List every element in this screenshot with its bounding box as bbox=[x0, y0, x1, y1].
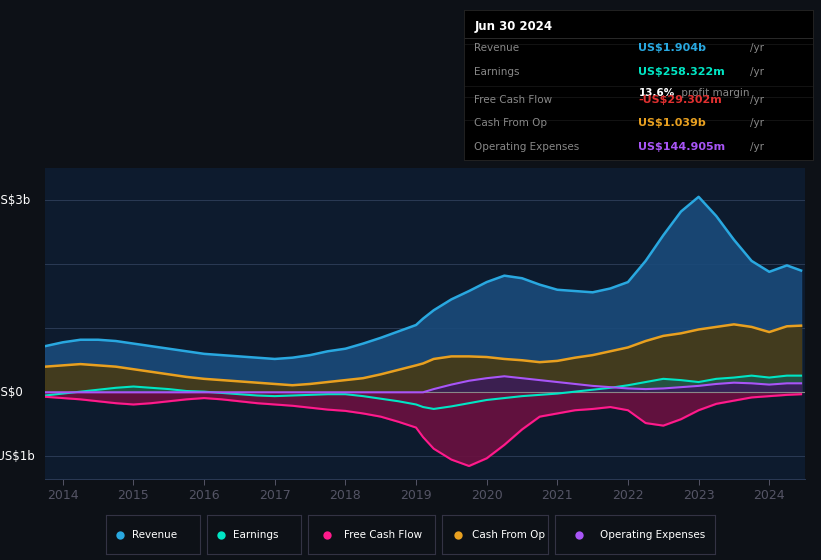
Text: US$144.905m: US$144.905m bbox=[639, 142, 726, 152]
Text: -US$1b: -US$1b bbox=[0, 450, 35, 463]
Text: /yr: /yr bbox=[750, 95, 764, 105]
Text: /yr: /yr bbox=[750, 118, 764, 128]
Text: -US$29.302m: -US$29.302m bbox=[639, 95, 722, 105]
Text: US$3b: US$3b bbox=[0, 194, 30, 207]
Text: Revenue: Revenue bbox=[475, 43, 520, 53]
Text: Jun 30 2024: Jun 30 2024 bbox=[475, 20, 553, 33]
Text: Operating Expenses: Operating Expenses bbox=[600, 530, 705, 540]
Text: Revenue: Revenue bbox=[132, 530, 177, 540]
Text: Cash From Op: Cash From Op bbox=[475, 118, 548, 128]
Text: US$1.039b: US$1.039b bbox=[639, 118, 706, 128]
Text: US$1.904b: US$1.904b bbox=[639, 43, 706, 53]
Text: US$0: US$0 bbox=[0, 386, 23, 399]
Text: 13.6%: 13.6% bbox=[639, 87, 675, 97]
Text: /yr: /yr bbox=[750, 67, 764, 77]
Text: profit margin: profit margin bbox=[678, 87, 750, 97]
Text: /yr: /yr bbox=[750, 142, 764, 152]
Text: Free Cash Flow: Free Cash Flow bbox=[475, 95, 553, 105]
Text: /yr: /yr bbox=[750, 43, 764, 53]
Text: Free Cash Flow: Free Cash Flow bbox=[343, 530, 422, 540]
Text: Earnings: Earnings bbox=[475, 67, 520, 77]
Text: Operating Expenses: Operating Expenses bbox=[475, 142, 580, 152]
Text: Earnings: Earnings bbox=[233, 530, 279, 540]
Text: Cash From Op: Cash From Op bbox=[471, 530, 544, 540]
Text: US$258.322m: US$258.322m bbox=[639, 67, 725, 77]
